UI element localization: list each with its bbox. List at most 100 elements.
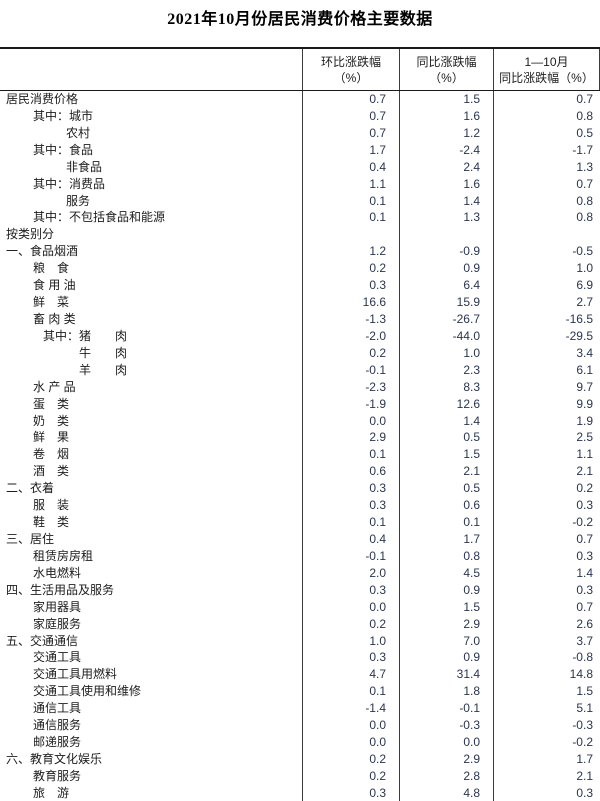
table-row: 租赁房房租 -0.1 0.8 0.3 <box>0 547 600 565</box>
row-value-col3: 2.1 <box>493 767 600 785</box>
row-value-col3: 0.7 <box>493 91 600 108</box>
table-row: 交通工具 0.3 0.9 -0.8 <box>0 649 600 667</box>
row-value-col2: -0.1 <box>399 700 493 718</box>
table-row: 四、生活用品及服务 0.3 0.9 0.3 <box>0 581 600 599</box>
row-label: 按类别分 <box>6 227 55 242</box>
row-value-col3: 0.7 <box>493 598 600 616</box>
table-row: 二、衣着 0.3 0.5 0.2 <box>0 480 600 498</box>
row-value-col2: 2.9 <box>399 615 493 633</box>
table-row: 鲜 菜 16.6 15.9 2.7 <box>0 294 600 311</box>
row-value-col1: -1.9 <box>302 395 399 413</box>
table-row: 邮递服务 0.0 0.0 -0.2 <box>0 734 600 751</box>
table-row: 牛 肉 0.2 1.0 3.4 <box>0 344 600 362</box>
row-label: 蛋 类 <box>33 396 70 411</box>
row-value-col1: -0.1 <box>302 547 399 565</box>
table-row: 服 装 0.3 0.6 0.3 <box>0 497 600 515</box>
row-value-col2: 2.4 <box>399 158 493 176</box>
row-value-col2: -44.0 <box>399 327 493 345</box>
row-value-col1: 0.3 <box>302 784 399 801</box>
table-row: 其中：不包括食品和能源 0.1 1.3 0.8 <box>0 209 600 227</box>
row-value-col1: 1.0 <box>302 632 399 650</box>
table-row: 按类别分 <box>0 226 600 244</box>
row-label: 居民消费价格 <box>6 92 79 106</box>
column-header-mom-line2: （%） <box>333 70 369 85</box>
row-value-col3: 1.0 <box>493 260 600 278</box>
column-header-ytd: 1—10月 同比涨跌幅（%） <box>493 49 600 90</box>
header-label-spacer <box>0 49 302 90</box>
row-value-col1: 0.0 <box>302 598 399 616</box>
row-value-col3: -1.7 <box>493 141 600 159</box>
table-row: 其中：消费品 1.1 1.6 0.7 <box>0 175 600 193</box>
row-value-col2: 0.9 <box>399 581 493 599</box>
table-row: 农村 0.7 1.2 0.5 <box>0 124 600 142</box>
row-value-col3: 2.7 <box>493 294 600 311</box>
row-label: 鞋 类 <box>33 515 70 530</box>
row-value-col3: 0.5 <box>493 124 600 142</box>
row-value-col2: 1.6 <box>399 107 493 125</box>
row-value-col1: 0.2 <box>302 260 399 278</box>
row-value-col3: -0.5 <box>493 243 600 261</box>
table-row: 通信服务 0.0 -0.3 -0.3 <box>0 717 600 735</box>
row-value-col2: -26.7 <box>399 310 493 328</box>
row-value-col2: -2.4 <box>399 141 493 159</box>
row-label: 非食品 <box>66 159 103 174</box>
row-label: 其中：不包括食品和能源 <box>33 210 166 225</box>
row-label: 旅 游 <box>33 785 70 800</box>
row-label: 租赁房房租 <box>33 548 94 563</box>
row-value-col1: 0.2 <box>302 615 399 633</box>
row-label: 交通工具 <box>33 650 82 665</box>
row-value-col2: 1.8 <box>399 683 493 701</box>
column-header-yoy: 同比涨跌幅 （%） <box>399 49 493 90</box>
row-label: 家用器具 <box>33 599 82 614</box>
row-value-col3: 1.3 <box>493 158 600 176</box>
row-value-col1: 0.1 <box>302 683 399 701</box>
row-value-col1: 0.7 <box>302 91 399 108</box>
row-value-col2: 1.3 <box>399 209 493 227</box>
row-label: 鲜 果 <box>33 430 70 445</box>
row-value-col3: 0.3 <box>493 784 600 801</box>
row-label: 交通工具使用和维修 <box>33 684 142 699</box>
row-value-col1: 0.3 <box>302 277 399 295</box>
row-label: 通信服务 <box>33 718 82 733</box>
row-label: 农村 <box>66 125 91 140</box>
row-value-col1: 4.7 <box>302 666 399 684</box>
row-value-col2: 1.5 <box>399 598 493 616</box>
row-label: 一、食品烟酒 <box>6 244 79 259</box>
row-value-col3: -0.3 <box>493 717 600 735</box>
row-value-col2: 0.8 <box>399 547 493 565</box>
row-label: 六、教育文化娱乐 <box>6 751 103 766</box>
row-value-col2: 0.5 <box>399 480 493 498</box>
row-value-col1: 0.3 <box>302 480 399 498</box>
row-value-col3: -0.8 <box>493 649 600 667</box>
row-value-col1: -1.3 <box>302 310 399 328</box>
row-value-col1: 0.0 <box>302 412 399 430</box>
table-row: 蛋 类 -1.9 12.6 9.9 <box>0 395 600 413</box>
table-row: 羊 肉 -0.1 2.3 6.1 <box>0 361 600 379</box>
row-value-col2: 1.6 <box>399 175 493 193</box>
row-value-col2: 12.6 <box>399 395 493 413</box>
cpi-data-page: 2021年10月份居民消费价格主要数据 环比涨跌幅 （%） 同比涨跌幅 （%） … <box>0 9 600 801</box>
table-row: 畜 肉 类 -1.3 -26.7 -16.5 <box>0 310 600 328</box>
row-value-col3: 0.7 <box>493 175 600 193</box>
table-row: 三、居住 0.4 1.7 0.7 <box>0 530 600 548</box>
row-value-col2: 0.0 <box>399 734 493 751</box>
row-value-col3: 2.5 <box>493 429 600 447</box>
row-value-col2: 2.8 <box>399 767 493 785</box>
row-value-col1: 0.3 <box>302 581 399 599</box>
table-row: 交通工具用燃料 4.7 31.4 14.8 <box>0 666 600 684</box>
column-header-mom: 环比涨跌幅 （%） <box>302 49 399 90</box>
row-value-col3: 0.3 <box>493 497 600 515</box>
row-value-col3: 9.7 <box>493 378 600 396</box>
row-value-col3: 0.3 <box>493 581 600 599</box>
row-value-col1: 0.4 <box>302 530 399 548</box>
row-value-col3: 1.7 <box>493 750 600 768</box>
row-value-col1: 0.2 <box>302 767 399 785</box>
row-value-col3: -0.2 <box>493 734 600 751</box>
row-label: 粮 食 <box>33 261 70 276</box>
row-value-col1: -0.1 <box>302 361 399 379</box>
row-value-col3: -29.5 <box>493 327 600 345</box>
row-value-col2: 0.1 <box>399 514 493 531</box>
row-label: 四、生活用品及服务 <box>6 582 115 597</box>
row-value-col2: 2.3 <box>399 361 493 379</box>
row-label: 交通工具用燃料 <box>33 667 118 682</box>
